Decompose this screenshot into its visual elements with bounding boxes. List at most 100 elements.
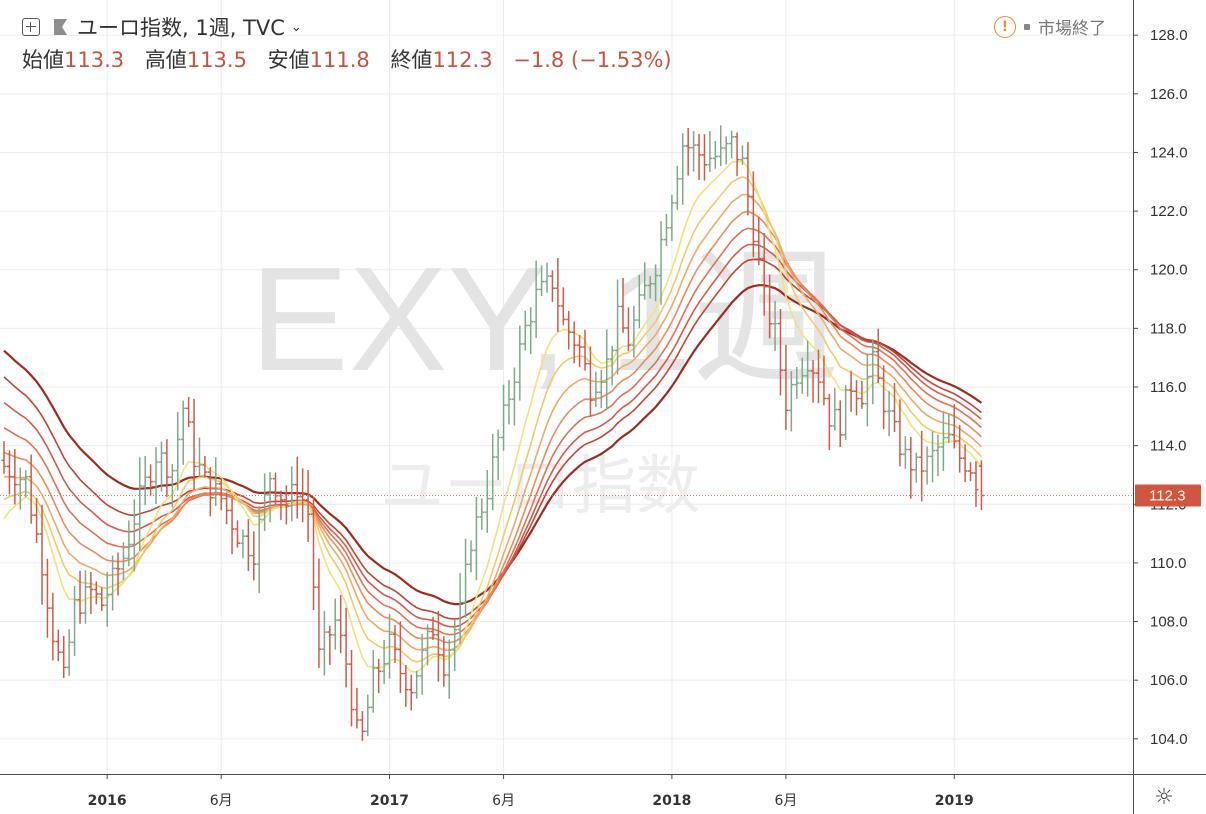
symbol-title[interactable]: ユーロ指数, 1週, TVC (77, 16, 285, 40)
ohlc-bar (403, 664, 409, 707)
ohlc-bar (544, 262, 550, 293)
market-status[interactable]: ! 市場終了 (994, 14, 1106, 39)
settings-gear-icon[interactable]: ☼ (1154, 785, 1174, 810)
ohlc-bar (316, 558, 322, 668)
ohlc-bar (968, 462, 974, 482)
ohlc-bar (517, 325, 523, 401)
ohlc-bar (837, 400, 843, 448)
ohlc-bar (28, 454, 34, 524)
y-tick-label: 108.0 (1150, 614, 1188, 631)
ohlc-bar (82, 570, 88, 624)
ohlc-bar (598, 369, 604, 409)
ohlc-bar (620, 278, 626, 333)
warning-icon[interactable]: ! (994, 15, 1016, 38)
ohlc-bar (39, 504, 45, 605)
ohlc-bar (186, 396, 192, 428)
ma-line-15 (3, 175, 982, 663)
y-tick-label: 106.0 (1150, 672, 1188, 689)
ohlc-bar (777, 308, 783, 396)
ohlc-bar (321, 610, 327, 676)
open-label: 始値 (22, 48, 64, 72)
ohlc-bar (854, 380, 860, 416)
ohlc-bar (338, 595, 344, 654)
x-tick-label: 6月 (492, 793, 515, 809)
svg-text:112.3: 112.3 (1149, 487, 1185, 504)
ohlc-bar (120, 542, 126, 581)
ohlc-bar (12, 448, 18, 505)
ohlc-bar (365, 694, 371, 737)
ohlc-bar (783, 344, 789, 430)
ohlc-bar (506, 380, 512, 425)
chart-header: ユーロ指数, 1週, TVC ⌄ 始値113.3 高値113.5 安値111.8… (0, 0, 1130, 80)
y-tick-label: 114.0 (1150, 438, 1186, 455)
market-status-text: 市場終了 (1038, 19, 1106, 39)
ohlc-bar (571, 321, 577, 364)
ohlc-bar (892, 382, 898, 432)
ohlc-bar (919, 430, 925, 502)
ohlc-bar (300, 468, 306, 523)
ohlc-bar (663, 214, 669, 247)
ohlc-bar (392, 625, 398, 663)
ohlc-bar (973, 461, 979, 507)
ohlc-bar (408, 674, 414, 711)
time-axis-bg[interactable] (0, 774, 1206, 814)
ohlc-bar (484, 469, 490, 533)
last-price-label: 112.3 (1135, 484, 1201, 507)
y-tick-label: 124.0 (1150, 144, 1188, 161)
ohlc-bar (1, 441, 7, 474)
y-tick-label: 116.0 (1150, 379, 1186, 396)
ohlc-bar (539, 265, 545, 297)
price-axis-bg[interactable] (1133, 0, 1206, 814)
ohlc-bar (897, 399, 903, 467)
ohlc-bar (930, 431, 936, 483)
ohlc-bar (104, 572, 110, 627)
ohlc-bar (240, 529, 246, 559)
ohlc-bar (902, 436, 908, 469)
ohlc-bar (425, 624, 431, 666)
ohlc-bar (533, 260, 539, 338)
ohlc-bar (946, 414, 952, 444)
close-value: 112.3 (432, 48, 493, 72)
chevron-down-icon[interactable]: ⌄ (290, 19, 302, 35)
ohlc-bar (805, 340, 811, 397)
y-tick-label: 128.0 (1150, 27, 1188, 44)
ohlc-bar (761, 233, 767, 316)
ohlc-bar (229, 498, 235, 555)
ohlc-bar (381, 639, 387, 684)
ohlc-bar (604, 329, 610, 410)
ohlc-bar (267, 472, 273, 523)
ohlc-bar (77, 570, 83, 624)
ohlc-bar (66, 629, 72, 676)
ohlc-legend: 始値113.3 高値113.5 安値111.8 終値112.3 −1.8 (−1… (22, 44, 686, 74)
low-label: 安値 (267, 48, 310, 72)
add-symbol-button[interactable] (22, 18, 40, 36)
ohlc-bar (712, 140, 718, 169)
ohlc-bar (93, 581, 99, 605)
ohlc-bar (653, 264, 659, 302)
ohlc-bar (50, 592, 56, 661)
flag-icon[interactable] (54, 19, 67, 35)
ohlc-bar (810, 360, 816, 403)
ohlc-bar (191, 398, 197, 490)
ohlc-bar (490, 433, 496, 511)
ohlc-bar (615, 279, 621, 375)
low-value: 111.8 (309, 48, 370, 72)
ohlc-bar (17, 467, 23, 510)
ohlc-bar (848, 370, 854, 412)
ohlc-bar (501, 384, 507, 451)
ohlc-bar (587, 346, 593, 417)
ohlc-bar (832, 387, 838, 431)
ohlc-bar (745, 142, 751, 216)
ohlc-bar (245, 519, 251, 571)
ohlc-bar (202, 456, 208, 478)
ohlc-bar (153, 447, 159, 505)
ohlc-bar (566, 310, 572, 350)
ohlc-bar (430, 616, 436, 640)
ohlc-bar (452, 619, 458, 672)
ma-line-20 (4, 193, 982, 651)
high-value: 113.5 (186, 48, 247, 72)
x-tick-label: 2019 (935, 793, 974, 809)
ohlc-bar (289, 466, 295, 522)
ohlc-bar (6, 450, 12, 495)
